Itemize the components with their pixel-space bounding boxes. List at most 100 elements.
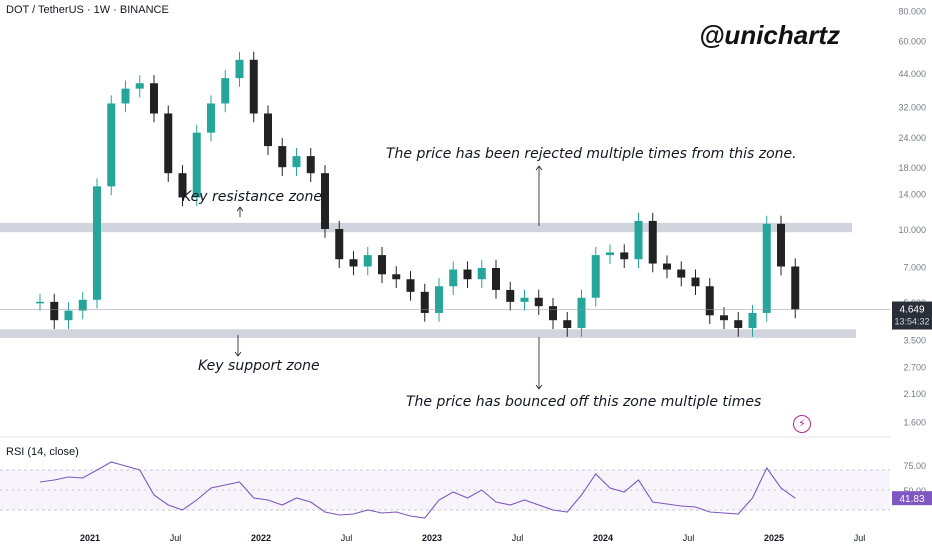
candle-body — [378, 255, 386, 275]
candle-body — [36, 301, 44, 304]
price-tick-label: 60.000 — [898, 37, 926, 47]
candle-body — [506, 289, 515, 302]
author-watermark: @unichartz — [699, 20, 840, 50]
rsi-tick-label: 75.00 — [903, 461, 926, 471]
rsi-value-label: 41.83 — [899, 494, 924, 505]
resistance-zone-label: Key resistance zone — [182, 189, 322, 205]
rejection-arrow-head — [535, 165, 543, 171]
time-tick-label: 2022 — [251, 533, 271, 543]
symbol-header: DOT / TetherUS · 1W · BINANCE — [6, 4, 169, 16]
candle-body — [492, 267, 500, 290]
price-tick-label: 14.000 — [898, 190, 926, 200]
time-tick-label: Jul — [683, 533, 695, 543]
price-tick-label: 1.600 — [903, 418, 926, 428]
candle-body — [549, 306, 557, 321]
bar-countdown-label: 13:54:32 — [894, 317, 929, 327]
candle-body — [634, 220, 643, 260]
support-zone — [0, 329, 856, 338]
candle-body — [748, 312, 757, 328]
support-arrow-head — [234, 351, 242, 357]
candle-body — [648, 220, 657, 264]
candle-body — [64, 310, 73, 321]
candle-body — [705, 286, 714, 316]
candle-body — [207, 103, 215, 133]
current-price-label: 4.649 — [899, 305, 924, 316]
price-tick-label: 44.000 — [898, 69, 926, 79]
candle-body — [691, 277, 700, 287]
candle-body — [135, 83, 144, 89]
candle-body — [406, 279, 415, 292]
rsi-tick-label: 50.00 — [903, 486, 926, 496]
bounce-note: The price has bounced off this zone mult… — [406, 394, 762, 410]
candle-body — [463, 269, 472, 280]
price-tick-label: 3.500 — [903, 335, 926, 345]
candle-body — [720, 315, 728, 321]
price-tick-label: 18.000 — [898, 163, 926, 173]
price-tick-label: 32.000 — [898, 103, 926, 113]
candle-body — [363, 255, 372, 267]
price-tick-label: 24.000 — [898, 133, 926, 143]
candle-body — [50, 301, 59, 321]
candle-body — [192, 132, 201, 198]
candle-body — [78, 299, 87, 311]
rejection-note: The price has been rejected multiple tim… — [386, 146, 797, 162]
candle-body — [150, 83, 158, 114]
time-tick-label: Jul — [341, 533, 353, 543]
candle-body — [249, 59, 258, 114]
candle-body — [93, 186, 101, 300]
resistance-zone — [0, 222, 852, 233]
candle-body — [292, 156, 301, 168]
candle-body — [734, 320, 743, 328]
candle-body — [577, 297, 586, 328]
candle-body — [435, 286, 443, 313]
bounce-arrow-head — [535, 384, 543, 390]
candle-body — [762, 223, 771, 313]
time-tick-label: Jul — [170, 533, 182, 543]
candle-body — [791, 266, 800, 310]
lightning-bolt-icon[interactable]: ⚡ — [793, 415, 811, 433]
candle-body — [121, 88, 130, 104]
current-price-tag — [892, 301, 932, 330]
rsi-line — [39, 461, 796, 519]
time-tick-label: 2024 — [593, 533, 613, 543]
time-tick-label: 2025 — [764, 533, 784, 543]
candle-body — [620, 252, 629, 260]
candle-body — [477, 267, 486, 280]
price-tick-label: 80.000 — [898, 6, 926, 16]
candle-body — [591, 255, 600, 298]
candle-body — [335, 228, 344, 260]
candle-body — [321, 173, 329, 229]
candle-body — [278, 146, 287, 168]
resistance-arrow-head — [236, 206, 244, 212]
candle-body — [563, 320, 572, 328]
candle-body — [107, 103, 116, 187]
candle-body — [392, 274, 401, 280]
candle-body — [420, 291, 429, 313]
price-tick-label: 7.000 — [903, 262, 926, 272]
candle-body — [520, 297, 529, 302]
candle-body — [534, 297, 543, 307]
candle-body — [264, 113, 272, 147]
candle-body — [449, 269, 458, 287]
candle-body — [663, 263, 671, 270]
candle-body — [235, 59, 244, 79]
candle-body — [606, 252, 614, 256]
candle-body — [306, 156, 315, 174]
candle-body — [677, 269, 686, 278]
time-tick-label: 2023 — [422, 533, 442, 543]
candle-body — [349, 259, 358, 267]
rsi-title: RSI (14, close) — [6, 446, 79, 458]
time-tick-label: Jul — [512, 533, 524, 543]
time-tick-label: 2021 — [80, 533, 100, 543]
rsi-value-tag — [892, 491, 932, 506]
support-zone-label: Key support zone — [198, 358, 320, 374]
time-tick-label: Jul — [854, 533, 866, 543]
price-tick-label: 10.000 — [898, 225, 926, 235]
candle-body — [164, 113, 173, 174]
price-tick-label: 2.700 — [903, 363, 926, 373]
candle-body — [221, 78, 230, 104]
candle-body — [178, 173, 187, 198]
price-tick-label: 2.100 — [903, 389, 926, 399]
candle-body — [777, 223, 785, 267]
